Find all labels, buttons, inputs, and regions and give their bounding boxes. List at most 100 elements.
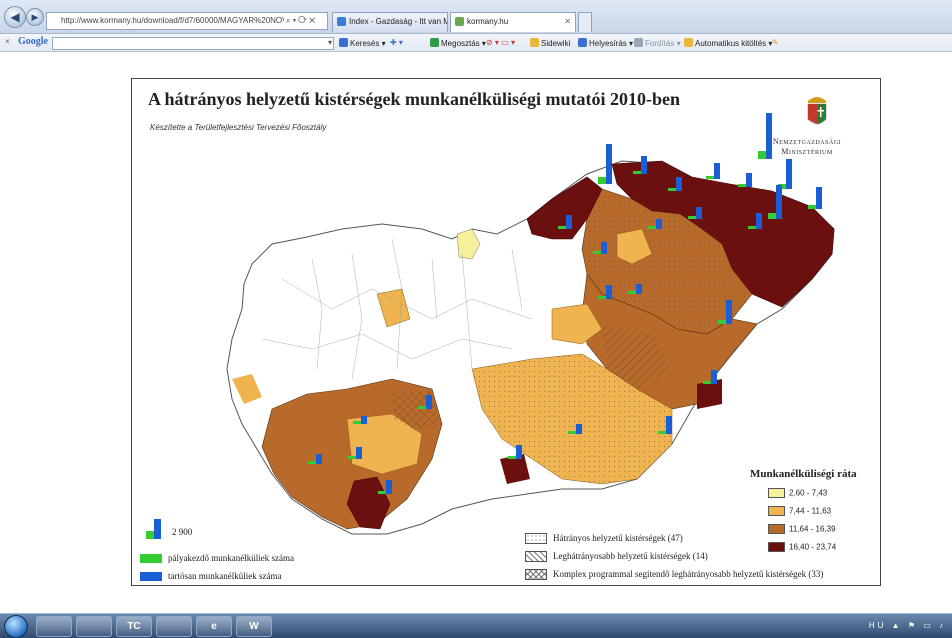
entrant-bar	[703, 381, 711, 384]
share-icon	[430, 38, 439, 47]
legend-swatch	[768, 524, 785, 534]
spellcheck-icon	[578, 38, 587, 47]
share-button[interactable]: Megosztás ▾	[430, 38, 486, 48]
longterm-bar	[676, 177, 682, 191]
entrant-bar	[598, 296, 606, 299]
back-arrow-icon: ◀	[10, 10, 20, 24]
forward-button[interactable]: ▶	[26, 8, 44, 26]
translate-button[interactable]: Fordítás ▾	[634, 38, 681, 48]
longterm-bar	[641, 156, 647, 174]
start-button[interactable]	[4, 615, 28, 638]
sidewiki-label: Sidewiki	[541, 39, 571, 48]
longterm-bar	[566, 215, 572, 229]
taskbar-total-commander-button[interactable]: TC	[116, 616, 152, 637]
language-indicator[interactable]: HU	[868, 621, 887, 630]
rate-legend-class-1: 2,60 - 7,43	[768, 488, 827, 500]
map-subtitle: Készítette a Területfejlesztési Tervezés…	[150, 123, 327, 132]
longterm-bar	[696, 207, 702, 219]
region-east-dark	[697, 379, 722, 409]
entrant-bar	[348, 456, 356, 459]
region-north-yellow	[456, 228, 481, 260]
entrant-bar	[658, 431, 666, 434]
hungary-map	[146, 113, 835, 539]
longterm-bar	[576, 424, 582, 434]
spellcheck-button[interactable]: Helyesírás ▾	[578, 38, 633, 48]
popup-blocker-icon[interactable]: ⊘ ▾ ▭ ▾	[486, 38, 515, 47]
entrant-bar	[568, 431, 576, 434]
tab-index[interactable]: Index - Gazdaság - Itt van Mat...	[332, 12, 448, 32]
index-favicon-icon	[337, 17, 346, 26]
hatch-legend-label: Hátrányos helyzetű kistérségek (47)	[553, 533, 683, 543]
back-button[interactable]: ◀	[4, 6, 26, 28]
entrant-swatch	[140, 554, 162, 564]
longterm-bar	[666, 416, 672, 434]
entrant-bar	[758, 151, 766, 159]
longterm-bar	[516, 445, 522, 459]
entrant-bar	[633, 171, 641, 174]
legend-label: 2,60 - 7,43	[789, 488, 828, 498]
entrant-bar	[738, 184, 746, 187]
system-tray: HU ▲ ⚑ ▭ ♪	[869, 621, 946, 630]
search-icon	[339, 38, 348, 47]
entrant-legend: pályakezdő munkanélküliek száma	[140, 553, 294, 564]
longterm-bar	[726, 300, 732, 324]
longterm-bar	[386, 480, 392, 494]
entrant-bar	[598, 177, 606, 184]
entrant-bar	[808, 205, 816, 209]
rate-legend-class-3: 11,64 - 16,39	[768, 524, 836, 536]
google-search-input[interactable]	[52, 37, 334, 50]
region-sw-orange	[346, 413, 423, 475]
entrant-bar	[593, 251, 601, 254]
entrant-bar	[688, 216, 696, 219]
rate-legend-class-4: 16,40 - 23,74	[768, 542, 836, 554]
dots-pattern-swatch	[525, 533, 547, 545]
tab-label: kormany.hu	[467, 17, 509, 26]
map-title: A hátrányos helyzetű kistérségek munkané…	[148, 89, 681, 109]
new-tab-button[interactable]	[578, 12, 592, 32]
ministry-line-2: Minisztérium	[781, 147, 833, 156]
region-sw-dark	[346, 476, 391, 530]
map-figure: A hátrányos helyzetű kistérségek munkané…	[131, 78, 881, 586]
longterm-bar	[656, 219, 662, 229]
bookmarks-icon[interactable]: ✚ ▾	[390, 38, 403, 47]
google-toolbar: × Google ▾ Keresés ▾ ✚ ▾ Megosztás ▾ ⊘ ▾…	[0, 34, 952, 52]
autofill-button[interactable]: Automatikus kitöltés ▾	[684, 38, 772, 48]
longterm-bar	[361, 416, 367, 424]
bar-scale-value: 2 900	[172, 527, 193, 537]
longterm-bar	[816, 187, 822, 209]
address-controls-icons: ⌕ ▾ ⟳ ✕	[286, 16, 316, 25]
address-controls[interactable]: ⌕ ▾ ⟳ ✕	[284, 12, 328, 30]
entrant-label: pályakezdő munkanélküliek száma	[168, 553, 294, 563]
region-west-orange	[376, 288, 411, 328]
hatch-legend-cross: Komplex programmal segítendő leghátrányo…	[525, 569, 823, 581]
autofill-icon	[684, 38, 693, 47]
legend-label: 16,40 - 23,74	[789, 542, 837, 552]
search-button[interactable]: Keresés ▾	[339, 38, 386, 48]
taskbar-paint-button[interactable]	[156, 616, 192, 637]
close-tab-icon[interactable]: ✕	[564, 17, 571, 26]
search-dropdown-icon[interactable]: ▾	[328, 38, 333, 47]
close-toolbar-icon[interactable]: ×	[5, 37, 10, 46]
total-commander-icon: TC	[127, 621, 141, 632]
entrant-bar	[668, 188, 676, 191]
taskbar-explorer-button[interactable]	[36, 616, 72, 637]
region-sw-orange-2	[232, 374, 262, 404]
translate-label: Fordítás	[645, 39, 675, 48]
sidewiki-button[interactable]: Sidewiki	[530, 38, 570, 48]
longterm-bar	[746, 173, 752, 187]
tray-icons[interactable]: ▲ ⚑ ▭ ♪	[891, 621, 946, 630]
tab-label: Index - Gazdaság - Itt van Mat...	[349, 17, 447, 26]
longterm-bar	[636, 284, 642, 294]
taskbar-ie-button[interactable]: e	[196, 616, 232, 637]
region-north-orange-2	[616, 228, 653, 265]
hatch-legend-dots: Hátrányos helyzetű kistérségek (47)	[525, 533, 683, 545]
translate-icon	[634, 38, 643, 47]
entrant-bar	[378, 491, 386, 494]
taskbar-media-player-button[interactable]	[76, 616, 112, 637]
legend-swatch	[768, 542, 785, 552]
entrant-bar	[706, 176, 714, 179]
tab-kormany[interactable]: kormany.hu ✕	[450, 12, 576, 32]
longterm-bar	[776, 185, 782, 219]
taskbar-word-button[interactable]: W	[236, 616, 272, 637]
pencil-icon[interactable]: ✎	[772, 38, 779, 47]
